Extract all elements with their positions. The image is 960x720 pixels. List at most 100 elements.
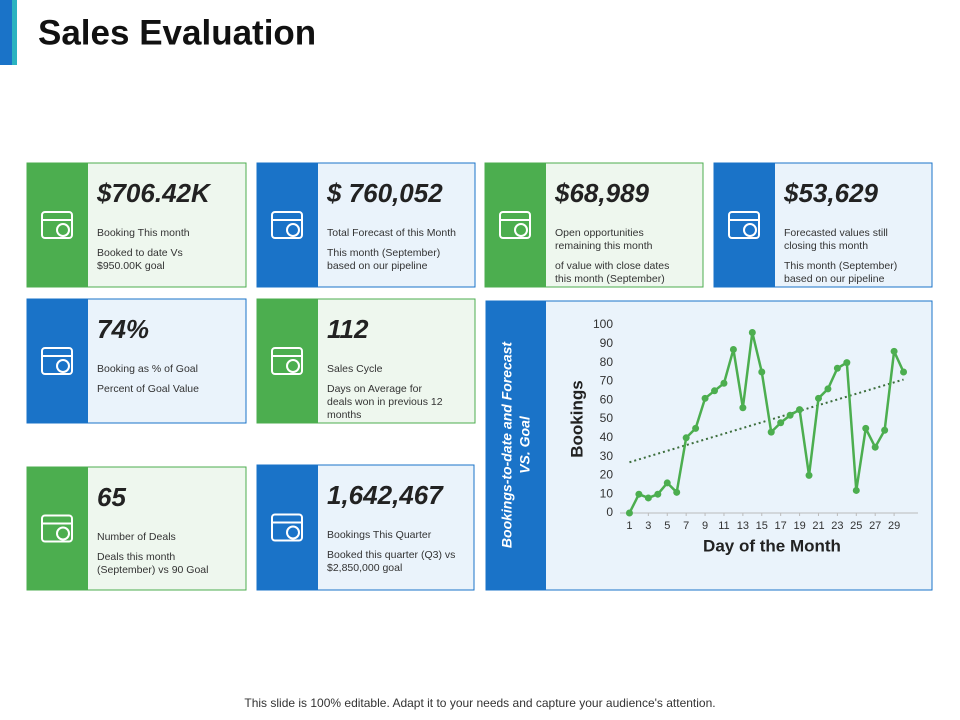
x-tick-label: 25 [850, 520, 862, 532]
data-point [881, 426, 889, 434]
x-tick-label: 17 [775, 520, 787, 532]
data-point [625, 509, 633, 517]
data-point [748, 329, 756, 337]
y-tick-label: 10 [600, 486, 614, 500]
card-icon-panel [714, 163, 775, 287]
x-tick-label: 11 [718, 520, 729, 532]
card-label: remaining this month [555, 240, 653, 252]
card-icon-panel [27, 467, 88, 590]
card-value: 65 [97, 482, 126, 512]
accent-bar [12, 0, 17, 65]
card-label: Open opportunities [555, 227, 644, 239]
x-axis-title: Day of the Month [703, 536, 841, 555]
data-point [814, 394, 822, 402]
data-point [692, 424, 700, 432]
card-icon-panel [27, 163, 88, 287]
card-value: $53,629 [783, 178, 879, 208]
card-icon-panel [257, 465, 318, 590]
y-tick-label: 90 [600, 336, 614, 350]
x-tick-label: 3 [645, 520, 651, 532]
data-point [644, 494, 652, 502]
data-point [900, 368, 908, 376]
card-note: This month (September) [327, 247, 440, 259]
card-label: Booking This month [97, 227, 190, 239]
data-point [890, 347, 898, 355]
y-axis-title: Bookings [567, 380, 586, 457]
card-note: this month (September) [555, 273, 665, 285]
data-point [711, 387, 719, 395]
card-icon [286, 359, 300, 373]
card-note: of value with close dates [555, 260, 669, 272]
card-label: Bookings This Quarter [327, 529, 432, 541]
card-note: Booked this quarter (Q3) vs [327, 549, 455, 561]
card-note: Booked to date Vs [97, 247, 183, 259]
card-note: Days on Average for [327, 383, 422, 395]
x-tick-label: 15 [756, 520, 768, 532]
footer: This slide is 100% editable. Adapt it to… [244, 696, 715, 710]
y-tick-label: 80 [600, 355, 614, 369]
card-note: Deals this month [97, 551, 175, 563]
card-value: $68,989 [554, 178, 650, 208]
card-icon-panel [257, 299, 318, 423]
card-icon [56, 359, 70, 373]
y-tick-label: 30 [600, 449, 614, 463]
card-icon [56, 223, 70, 237]
card-icon-panel [27, 299, 88, 423]
card-note: (September) vs 90 Goal [97, 564, 208, 576]
data-point [654, 490, 662, 498]
data-point [843, 359, 851, 367]
data-point [824, 385, 832, 393]
y-tick-label: 100 [593, 317, 613, 331]
x-tick-label: 7 [683, 520, 689, 532]
chart-panel-title: VS. Goal [517, 415, 533, 474]
card-label: Booking as % of Goal [97, 363, 198, 375]
x-tick-label: 5 [664, 520, 670, 532]
data-point [720, 379, 728, 387]
data-point [758, 368, 766, 376]
x-tick-label: 1 [626, 520, 632, 532]
data-point [862, 424, 870, 432]
slide-title: Sales Evaluation [38, 13, 316, 52]
card-label: Sales Cycle [327, 363, 383, 375]
x-tick-label: 21 [812, 520, 824, 532]
card-icon [499, 211, 531, 239]
x-tick-label: 19 [793, 520, 805, 532]
card-icon [514, 223, 528, 237]
y-tick-label: 70 [600, 374, 614, 388]
data-point [767, 428, 775, 436]
card-icon [271, 347, 303, 375]
data-point [682, 434, 690, 442]
x-tick-label: 23 [831, 520, 843, 532]
card-value: $706.42K [96, 178, 212, 208]
data-point [796, 406, 804, 414]
card-label: closing this month [784, 240, 868, 252]
card-label: Number of Deals [97, 531, 176, 543]
x-tick-label: 9 [702, 520, 708, 532]
data-point [663, 479, 671, 487]
card-icon [41, 211, 73, 239]
data-point [701, 394, 709, 402]
card-value: 112 [327, 314, 369, 344]
y-tick-label: 20 [600, 468, 614, 482]
chart-side-panel [486, 301, 546, 590]
data-point [777, 419, 785, 427]
card-icon [41, 514, 73, 543]
card-icon [728, 211, 760, 239]
data-point [729, 345, 737, 353]
card-note: months [327, 409, 361, 421]
y-tick-label: 40 [600, 430, 614, 444]
data-point [673, 488, 681, 496]
data-point [833, 364, 841, 372]
y-tick-label: 60 [600, 392, 614, 406]
card-icon [743, 223, 757, 237]
card-value: $ 760,052 [326, 178, 443, 208]
card-note: $950.00K goal [97, 260, 165, 272]
card-value: 1,642,467 [327, 480, 444, 510]
data-point [852, 486, 860, 494]
y-tick-label: 0 [606, 505, 613, 519]
card-icon [271, 211, 303, 239]
card-note: based on our pipeline [327, 260, 428, 272]
data-point [805, 471, 813, 479]
card-icon [56, 526, 70, 541]
